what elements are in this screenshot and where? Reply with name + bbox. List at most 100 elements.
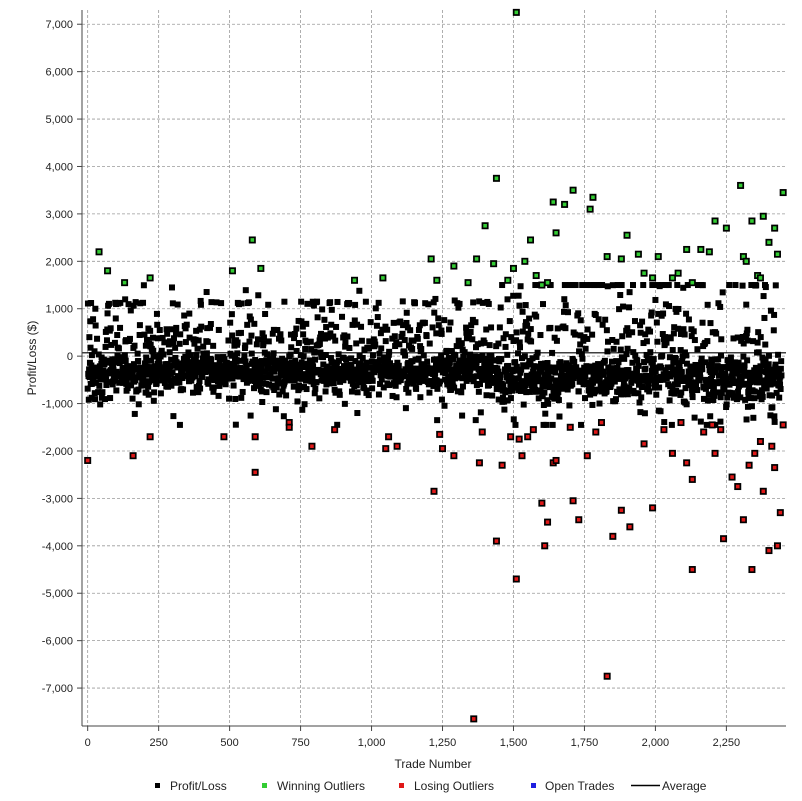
profit-loss-point xyxy=(101,361,108,368)
profit-loss-point xyxy=(202,366,209,373)
profit-loss-point xyxy=(303,386,310,393)
profit-loss-point xyxy=(604,283,611,290)
profit-loss-point xyxy=(726,381,733,388)
profit-loss-point xyxy=(553,337,560,344)
profit-loss-point xyxy=(333,323,340,330)
profit-loss-point xyxy=(544,360,551,367)
profit-loss-point xyxy=(207,321,214,328)
profit-loss-point xyxy=(177,362,184,369)
profit-loss-point xyxy=(263,389,270,396)
profit-loss-point xyxy=(123,337,129,344)
profit-loss-point xyxy=(620,379,627,386)
profit-loss-point xyxy=(751,388,758,395)
profit-loss-point xyxy=(372,341,379,348)
profit-loss-point xyxy=(175,373,182,380)
profit-loss-point xyxy=(314,298,321,305)
profit-loss-point xyxy=(496,324,503,331)
profit-loss-point xyxy=(392,378,399,385)
profit-loss-point xyxy=(354,389,361,396)
winning-outlier-point-fill xyxy=(494,176,499,181)
profit-loss-point xyxy=(120,364,127,371)
profit-loss-point xyxy=(141,331,148,338)
profit-loss-point xyxy=(679,353,686,360)
winning-outlier-point-fill xyxy=(625,233,629,238)
profit-loss-point xyxy=(362,298,369,305)
profit-loss-point xyxy=(480,370,487,377)
profit-loss-point xyxy=(625,367,632,374)
losing-outlier-point-fill xyxy=(752,451,757,456)
profit-loss-point xyxy=(183,321,190,328)
profit-loss-point xyxy=(500,382,507,389)
losing-outlier-point-fill xyxy=(540,501,544,505)
profit-loss-point xyxy=(287,351,294,358)
profit-loss-point xyxy=(201,354,208,361)
losing-outlier-point-fill xyxy=(477,461,482,465)
profit-loss-point xyxy=(580,337,587,344)
profit-loss-point xyxy=(590,376,597,383)
profit-loss-point xyxy=(579,282,586,289)
profit-loss-point xyxy=(262,368,269,375)
profit-loss-point xyxy=(635,390,642,397)
profit-loss-point xyxy=(485,377,492,384)
profit-loss-point xyxy=(354,321,361,328)
winning-outlier-point-fill xyxy=(775,252,780,256)
profit-loss-point xyxy=(402,352,409,359)
profit-loss-point xyxy=(770,327,777,334)
profit-loss-point xyxy=(203,350,210,357)
profit-loss-point xyxy=(420,377,427,384)
profit-loss-point xyxy=(282,371,289,378)
profit-loss-point xyxy=(534,349,541,356)
profit-loss-point xyxy=(211,377,218,384)
profit-loss-point xyxy=(632,352,639,359)
losing-outlier-point-fill xyxy=(545,520,550,524)
profit-loss-point xyxy=(677,330,684,337)
profit-loss-point xyxy=(380,384,387,391)
losing-outlier-point-fill xyxy=(690,477,695,482)
profit-loss-point xyxy=(532,388,539,395)
profit-loss-point xyxy=(495,340,502,347)
profit-loss-point xyxy=(363,387,370,394)
profit-loss-point xyxy=(192,336,199,343)
losing-outlier-point-fill xyxy=(287,420,292,425)
profit-loss-point xyxy=(322,352,329,359)
profit-loss-point xyxy=(335,351,342,358)
losing-outlier-point-fill xyxy=(605,674,609,679)
profit-loss-point xyxy=(156,327,163,334)
profit-loss-point xyxy=(703,421,710,428)
profit-loss-point xyxy=(670,366,677,373)
profit-loss-point xyxy=(296,382,303,389)
x-tick-label: 1,750 xyxy=(571,737,599,749)
profit-loss-point xyxy=(595,316,602,323)
profit-loss-point xyxy=(532,282,539,289)
profit-loss-point xyxy=(689,390,696,397)
profit-loss-point xyxy=(253,382,260,389)
profit-loss-point xyxy=(467,353,474,360)
profit-loss-point xyxy=(453,374,460,381)
profit-loss-point xyxy=(197,301,204,308)
profit-loss-point xyxy=(650,356,657,363)
profit-loss-point xyxy=(468,322,475,329)
profit-loss-point xyxy=(465,375,472,382)
profit-loss-point xyxy=(727,354,734,361)
profit-loss-point xyxy=(597,363,604,370)
profit-loss-point xyxy=(244,321,251,328)
profit-loss-point xyxy=(253,341,260,348)
losing-outlier-point-fill xyxy=(775,544,780,548)
profit-loss-point xyxy=(533,353,540,360)
profit-loss-point xyxy=(390,373,397,380)
winning-outlier-point-fill xyxy=(230,268,235,273)
profit-loss-point xyxy=(328,321,335,328)
profit-loss-point xyxy=(277,331,284,338)
profit-loss-point xyxy=(501,406,508,413)
profit-loss-point xyxy=(672,355,679,362)
losing-outlier-point-fill xyxy=(684,461,689,465)
profit-loss-point xyxy=(168,382,175,389)
profit-loss-point xyxy=(346,300,353,307)
profit-loss-point xyxy=(195,389,202,396)
profit-loss-point xyxy=(638,394,645,401)
profit-loss-point xyxy=(420,352,427,359)
profit-loss-point xyxy=(583,282,590,289)
profit-loss-point xyxy=(694,346,701,353)
profit-loss-point xyxy=(495,368,502,375)
profit-loss-point xyxy=(537,388,544,395)
